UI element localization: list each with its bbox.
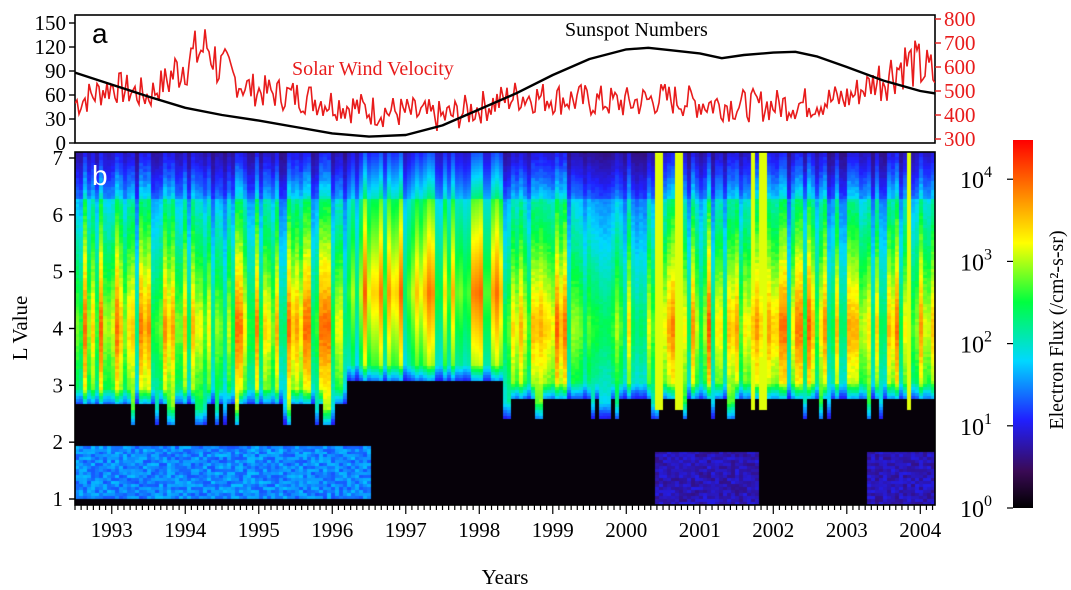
solar-wind-tick-label: 800 (944, 7, 976, 31)
panel-a-letter: a (92, 18, 108, 49)
colorbar-tick-label: 102 (960, 329, 992, 359)
colorbar-tick-base: 10 (960, 415, 984, 441)
years-tick-label: 1994 (164, 518, 207, 542)
l-value-axis-ticks: 7 6 5 4 3 2 1 (53, 146, 75, 511)
colorbar-tick-exponent: 0 (984, 493, 992, 510)
colorbar-tick-exponent: 2 (984, 329, 992, 346)
sunspot-numbers-line (75, 46, 935, 138)
colorbar-tick-base: 10 (960, 497, 984, 523)
colorbar-label: Electron Flux (/cm²-s-sr) (1046, 230, 1068, 429)
panel-a-series (75, 29, 935, 138)
l-value-tick-label: 5 (53, 260, 64, 284)
sunspot-tick-label: 150 (35, 11, 67, 35)
solar-wind-annotation: Solar Wind Velocity (292, 58, 454, 80)
sunspot-tick-label: 30 (45, 107, 66, 131)
solar-wind-tick-label: 500 (944, 79, 976, 103)
solar-wind-tick-label: 600 (944, 55, 976, 79)
solar-wind-tick-label: 700 (944, 31, 976, 55)
years-tick-label: 1996 (311, 518, 353, 542)
years-tick-label: 2001 (679, 518, 721, 542)
l-value-tick-label: 7 (53, 146, 64, 170)
heatmap-raster (75, 152, 935, 505)
sunspot-tick-label: 120 (35, 35, 67, 59)
years-tick-label: 1997 (385, 518, 427, 542)
sunspot-annotation: Sunspot Numbers (565, 19, 708, 41)
years-tick-label: 1995 (238, 518, 280, 542)
solar-wind-tick-label: 400 (944, 103, 976, 127)
years-tick-label: 2000 (605, 518, 647, 542)
y-axis-label: L Value (8, 296, 32, 361)
colorbar-tick-base: 10 (960, 168, 984, 194)
sunspot-tick-label: 90 (45, 59, 66, 83)
electron-flux-heatmap (75, 152, 935, 505)
years-axis-ticks: 1993 1994 1995 1996 1997 1998 1999 2000 2001 2002… (74, 505, 942, 542)
years-tick-label: 2003 (826, 518, 868, 542)
years-tick-label: 1998 (458, 518, 500, 542)
l-value-tick-label: 6 (53, 203, 64, 227)
years-tick-label: 2002 (752, 518, 794, 542)
years-tick-label: 1993 (91, 518, 133, 542)
colorbar-tick-exponent: 3 (984, 246, 992, 263)
years-tick-label: 1999 (532, 518, 574, 542)
panel-b-letter: b (92, 160, 108, 191)
colorbar-tick-base: 10 (960, 333, 984, 359)
sunspot-tick-label: 60 (45, 83, 66, 107)
l-value-tick-label: 2 (53, 430, 64, 454)
colorbar-tick-base: 10 (960, 250, 984, 276)
colorbar-gradient (1013, 140, 1033, 508)
years-tick-label: 2004 (899, 518, 942, 542)
solar-wind-tick-label: 300 (944, 127, 976, 151)
solar-wind-velocity-line (75, 29, 935, 132)
colorbar-tick-exponent: 1 (984, 411, 992, 428)
l-value-tick-label: 3 (53, 373, 64, 397)
colorbar-tick-label: 100 (960, 493, 992, 523)
colorbar-tick-label: 104 (960, 164, 992, 194)
x-axis-label: Years (482, 565, 529, 589)
sunspot-tick-label: 0 (56, 131, 67, 155)
l-value-tick-label: 1 (53, 487, 64, 511)
colorbar-tick-label: 101 (960, 411, 992, 441)
colorbar-tick-label: 103 (960, 246, 992, 276)
colorbar-tick-exponent: 4 (984, 164, 992, 181)
l-value-tick-label: 4 (53, 317, 64, 341)
panel-b-electron-flux: b 7 6 5 4 3 2 1 1993 1994 1995 1996 1997 1998 1999 20… (8, 146, 942, 589)
